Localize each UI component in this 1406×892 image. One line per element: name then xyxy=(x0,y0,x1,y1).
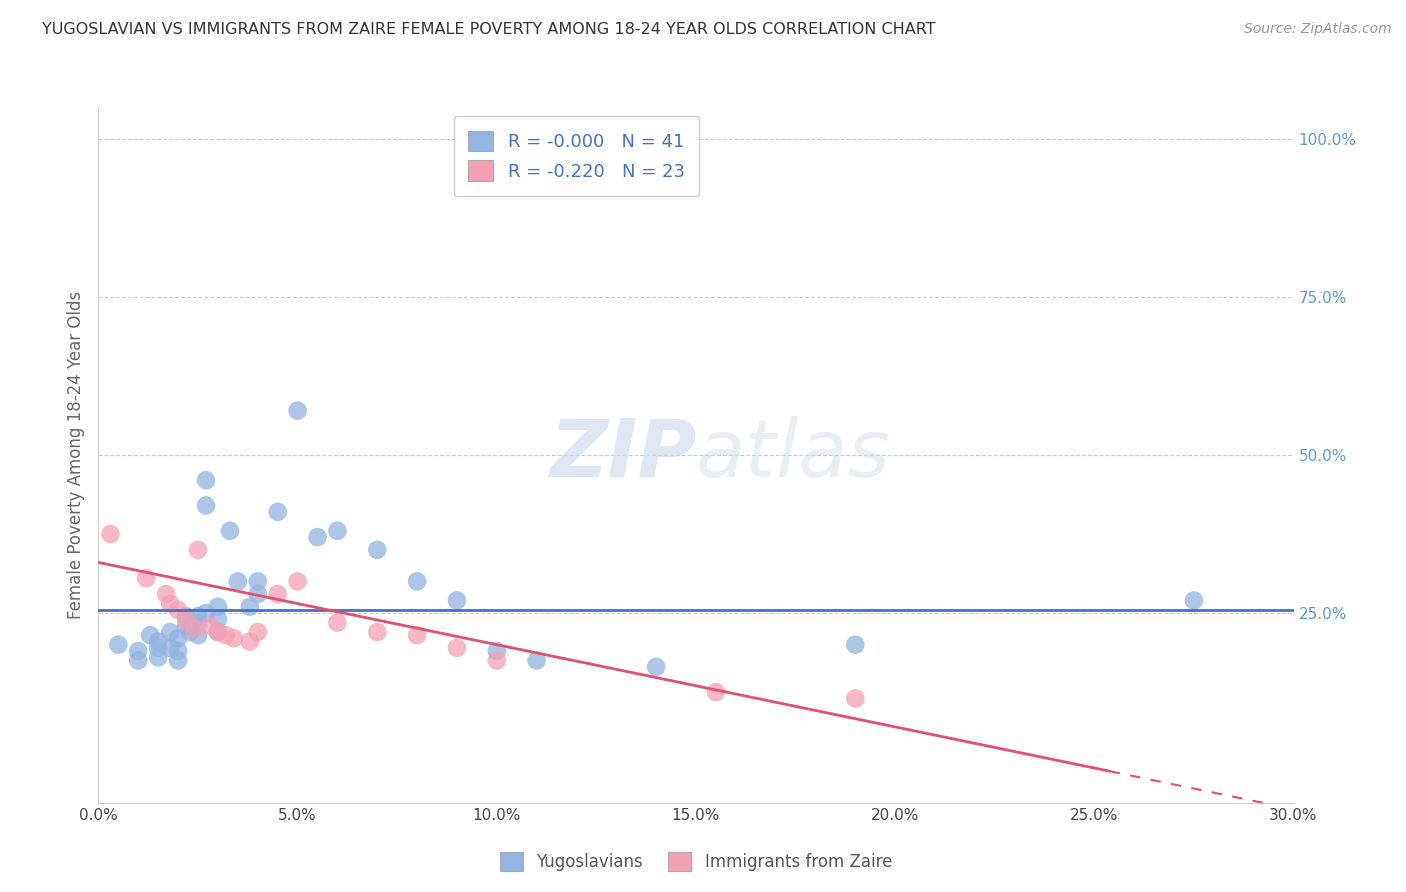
Point xyxy=(207,599,229,614)
Point xyxy=(645,660,668,674)
Point xyxy=(704,685,727,699)
Point xyxy=(187,628,209,642)
Point xyxy=(194,499,218,513)
Point xyxy=(167,603,190,617)
Point xyxy=(326,615,349,630)
Point xyxy=(485,653,508,667)
Point xyxy=(194,606,218,620)
Point xyxy=(98,527,122,541)
Legend: Yugoslavians, Immigrants from Zaire: Yugoslavians, Immigrants from Zaire xyxy=(494,846,898,878)
Text: ZIP: ZIP xyxy=(548,416,696,494)
Point xyxy=(187,609,209,624)
Point xyxy=(287,574,309,589)
Point xyxy=(267,587,290,601)
Point xyxy=(139,628,162,642)
Point xyxy=(366,542,388,557)
Point xyxy=(215,628,238,642)
Point xyxy=(198,618,221,632)
Point xyxy=(174,618,197,632)
Point xyxy=(366,625,388,640)
Point xyxy=(246,625,269,640)
Point xyxy=(127,653,149,667)
Point xyxy=(844,691,866,706)
Point xyxy=(135,571,157,585)
Point xyxy=(194,473,218,487)
Point xyxy=(446,593,468,607)
Point xyxy=(167,632,190,646)
Point xyxy=(222,632,245,646)
Point xyxy=(183,622,205,636)
Text: atlas: atlas xyxy=(696,416,891,494)
Point xyxy=(187,542,209,557)
Point xyxy=(485,644,508,658)
Point xyxy=(167,644,190,658)
Point xyxy=(159,597,181,611)
Point xyxy=(326,524,349,538)
Point xyxy=(155,587,177,601)
Point xyxy=(159,640,181,655)
Point xyxy=(174,612,197,626)
Point xyxy=(246,587,269,601)
Y-axis label: Female Poverty Among 18-24 Year Olds: Female Poverty Among 18-24 Year Olds xyxy=(66,291,84,619)
Point xyxy=(167,653,190,667)
Point xyxy=(246,574,269,589)
Point xyxy=(207,625,229,640)
Text: Source: ZipAtlas.com: Source: ZipAtlas.com xyxy=(1244,22,1392,37)
Point xyxy=(187,615,209,630)
Point xyxy=(174,609,197,624)
Text: YUGOSLAVIAN VS IMMIGRANTS FROM ZAIRE FEMALE POVERTY AMONG 18-24 YEAR OLDS CORREL: YUGOSLAVIAN VS IMMIGRANTS FROM ZAIRE FEM… xyxy=(42,22,936,37)
Point xyxy=(219,524,242,538)
Point xyxy=(107,638,129,652)
Point xyxy=(239,599,262,614)
Point xyxy=(127,644,149,658)
Point xyxy=(226,574,249,589)
Point xyxy=(287,403,309,417)
Point xyxy=(406,628,429,642)
Point xyxy=(844,638,866,652)
Point xyxy=(207,612,229,626)
Point xyxy=(148,640,170,655)
Point xyxy=(526,653,548,667)
Point xyxy=(239,634,262,648)
Point xyxy=(267,505,290,519)
Point xyxy=(406,574,429,589)
Point xyxy=(1182,593,1205,607)
Point xyxy=(159,625,181,640)
Point xyxy=(446,640,468,655)
Point xyxy=(179,625,201,640)
Point xyxy=(148,634,170,648)
Point xyxy=(207,625,229,640)
Point xyxy=(307,530,329,544)
Point xyxy=(148,650,170,665)
